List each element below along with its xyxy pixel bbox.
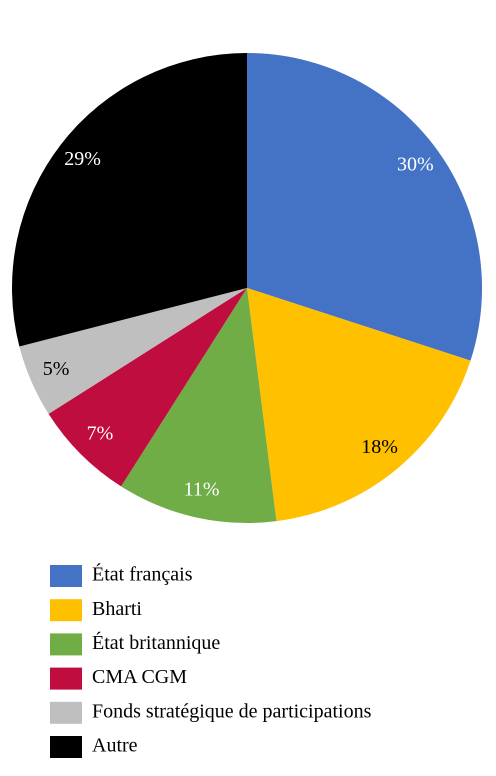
legend-label: Fonds stratégique de participations: [92, 700, 372, 722]
legend-label: Bharti: [92, 598, 142, 620]
data-label: 5%: [43, 358, 70, 380]
pie-slice: [11, 53, 247, 347]
legend-swatch: [50, 736, 82, 758]
legend-swatch: [50, 599, 82, 622]
pie-slice: [19, 288, 247, 414]
pie-slice: [247, 288, 471, 522]
legend-label: État britannique: [92, 631, 220, 654]
legend-swatch: [50, 565, 82, 587]
data-label: 30%: [397, 153, 434, 175]
legend-swatch: [50, 667, 82, 690]
pie-slice: [247, 53, 482, 361]
legend-swatch: [50, 633, 82, 656]
legend-label: Autre: [92, 735, 138, 757]
legend-label: CMA CGM: [92, 666, 187, 688]
data-label: 29%: [64, 148, 101, 170]
data-label: 11%: [184, 479, 220, 501]
legend-label: État français: [92, 563, 193, 586]
legend-swatch: [50, 701, 82, 724]
data-label: 7%: [87, 423, 114, 445]
data-label: 18%: [361, 436, 398, 458]
pie-slice: [48, 288, 247, 487]
pie-slice: [121, 288, 277, 523]
